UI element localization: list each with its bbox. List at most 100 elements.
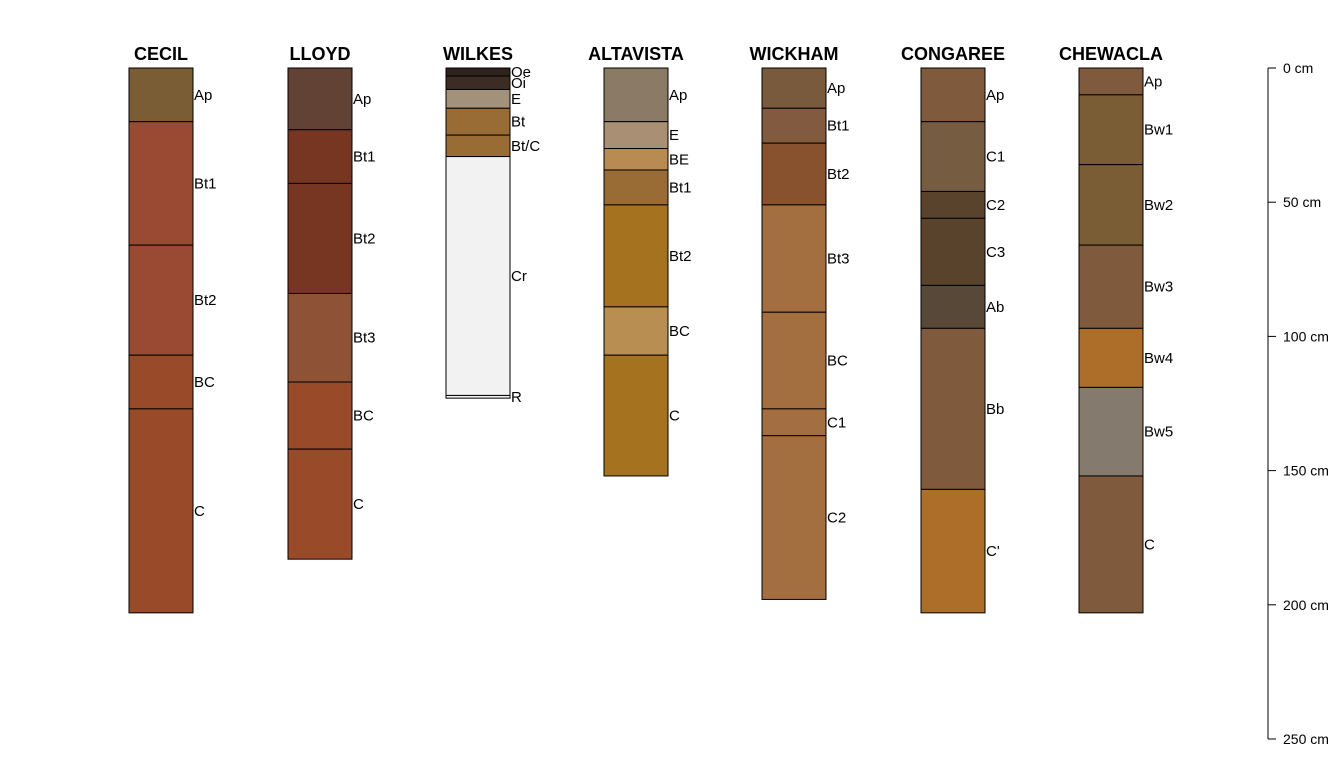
horizon-oe	[445, 67, 511, 77]
horizon-label: Bt/C	[511, 138, 540, 155]
horizon-label: C'	[986, 543, 1000, 560]
horizon-bt2	[761, 142, 827, 206]
horizon-ap	[761, 67, 827, 109]
horizon-label: Bt1	[353, 149, 376, 166]
profile-lloyd: LLOYD Ap Bt1 Bt2 Bt3 BC C	[287, 44, 376, 560]
horizon-label: BC	[827, 353, 848, 370]
horizon-label: Ap	[827, 80, 845, 97]
profile-congaree: CONGAREE Ap C1 C2 C3 Ab Bb C'	[901, 44, 1005, 614]
horizon-label: Bt2	[827, 166, 850, 183]
horizon-bt2	[603, 204, 669, 308]
profile-name: LLOYD	[290, 44, 351, 64]
horizon-bt1	[603, 169, 669, 206]
horizon-bw5	[1078, 386, 1144, 477]
horizon-label: Bw5	[1144, 424, 1173, 441]
horizon-label: E	[669, 127, 679, 144]
horizon-c3	[920, 217, 986, 286]
horizon-label: C3	[986, 244, 1005, 261]
horizon-label: Bw3	[1144, 279, 1173, 296]
horizon-r	[445, 394, 511, 399]
horizon-label: Bt2	[194, 292, 217, 309]
horizon-label: C1	[827, 414, 846, 431]
horizon-label: Ap	[353, 91, 371, 108]
horizon-c	[1078, 475, 1144, 614]
horizon-label: E	[511, 91, 521, 108]
horizon-bw1	[1078, 94, 1144, 166]
horizon-label: C2	[827, 510, 846, 527]
profile-wickham: WICKHAM Ap Bt1 Bt2 Bt3 BC C1 C2	[750, 44, 850, 600]
horizon-label: Bt3	[353, 330, 376, 347]
horizon-bc	[603, 306, 669, 356]
horizon-label: C	[353, 496, 364, 513]
horizon-label: C	[669, 408, 680, 425]
axis-tick-label: 200 cm	[1283, 597, 1329, 613]
horizon-label: Ab	[986, 299, 1004, 316]
horizon-label: C	[194, 503, 205, 520]
horizon-c2	[920, 190, 986, 219]
horizon-bt3	[287, 292, 353, 383]
horizon-be	[603, 148, 669, 171]
horizon-label: Bt1	[669, 179, 692, 196]
axis-tick-label: 250 cm	[1283, 731, 1329, 747]
horizon-label: C2	[986, 197, 1005, 214]
profile-name: WICKHAM	[750, 44, 839, 64]
horizon-label: Bw1	[1144, 122, 1173, 139]
horizon-bt2	[287, 182, 353, 294]
horizon-ap	[287, 67, 353, 131]
axis-tick-label: 0 cm	[1283, 60, 1313, 76]
horizon-label: Oi	[511, 75, 526, 92]
axis-tick-label: 150 cm	[1283, 463, 1329, 479]
horizon-bw4	[1078, 327, 1144, 388]
horizon-bc	[287, 381, 353, 450]
horizon-bt1	[761, 107, 827, 144]
profile-cecil: CECIL Ap Bt1 Bt2 BC C	[128, 44, 217, 614]
horizon-label: Bt2	[353, 230, 376, 247]
profiles-group: CECIL Ap Bt1 Bt2 BC C LLOYD Ap Bt1 Bt2 Bt3 BC C WILKE…	[128, 44, 1173, 614]
horizon-label: Oe	[511, 64, 531, 81]
horizon-label: Bw4	[1144, 350, 1173, 367]
horizon-label: Cr	[511, 268, 527, 285]
horizon-bw3	[1078, 244, 1144, 329]
horizon-label: R	[511, 389, 522, 406]
horizon-bw2	[1078, 164, 1144, 246]
horizon-e	[603, 121, 669, 150]
profile-name: ALTAVISTA	[588, 44, 684, 64]
horizon-label: Bb	[986, 401, 1004, 418]
horizon-bt2	[128, 244, 194, 356]
horizon-bt1	[287, 129, 353, 184]
horizon-ab	[920, 284, 986, 329]
axis-tick-label: 50 cm	[1283, 194, 1321, 210]
horizon-label: Ap	[194, 87, 212, 104]
horizon-label: Bt3	[827, 251, 850, 268]
profile-name: CHEWACLA	[1059, 44, 1163, 64]
horizon-label: Ap	[669, 87, 687, 104]
horizon-c-	[920, 488, 986, 614]
horizon-c	[603, 354, 669, 477]
horizon-label: Bt1	[827, 118, 850, 135]
horizon-bc	[761, 311, 827, 410]
axis-tick-label: 100 cm	[1283, 328, 1329, 344]
horizon-ap	[603, 67, 669, 123]
profile-altavista: ALTAVISTA Ap E BE Bt1 Bt2 BC C	[588, 44, 692, 477]
profile-name: WILKES	[443, 44, 513, 64]
horizon-label: BC	[194, 374, 215, 391]
horizon-c	[287, 448, 353, 560]
profile-chewacla: CHEWACLA Ap Bw1 Bw2 Bw3 Bw4 Bw5 C	[1059, 44, 1173, 614]
horizon-label: BC	[353, 408, 374, 425]
horizon-label: Bt2	[669, 248, 692, 265]
horizon-label: Bt1	[194, 175, 217, 192]
horizon-label: BE	[669, 151, 689, 168]
horizon-label: C	[1144, 536, 1155, 553]
horizon-label: BC	[669, 323, 690, 340]
horizon-label: Ap	[1144, 73, 1162, 90]
horizon-cr	[445, 156, 511, 396]
horizon-label: Ap	[986, 87, 1004, 104]
horizon-c1	[920, 121, 986, 192]
horizon-bt3	[761, 204, 827, 313]
horizon-c1	[761, 408, 827, 437]
horizon-bb	[920, 327, 986, 490]
depth-axis: 0 cm 50 cm 100 cm 150 cm 200 cm 250 cm	[1267, 60, 1329, 747]
horizon-bt	[445, 107, 511, 136]
